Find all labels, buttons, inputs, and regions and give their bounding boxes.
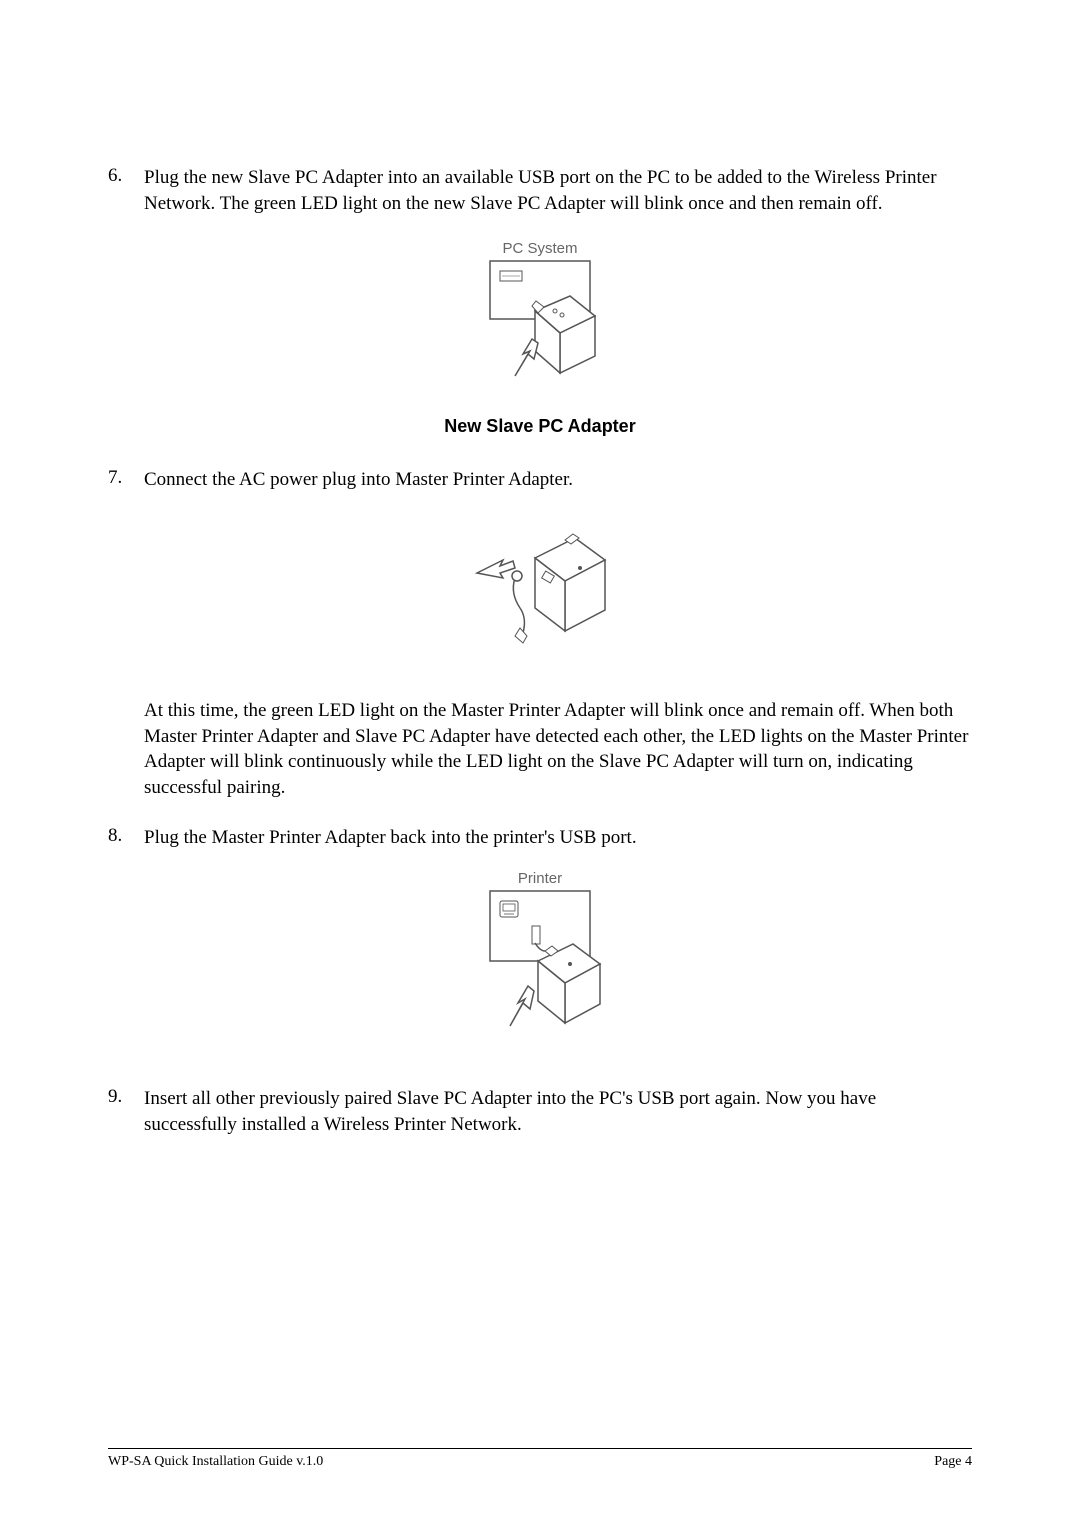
- adapter-power-svg: [455, 518, 625, 663]
- printer-svg: Printer: [460, 871, 620, 1046]
- list-item-8: 8. Plug the Master Printer Adapter back …: [108, 825, 972, 851]
- footer-right: Page 4: [934, 1454, 972, 1470]
- list-text: Connect the AC power plug into Master Pr…: [144, 467, 573, 493]
- arrow-icon: [515, 339, 538, 376]
- list-text: Plug the Master Printer Adapter back int…: [144, 825, 637, 851]
- power-plug-icon: [512, 571, 527, 643]
- list-item-6: 6. Plug the new Slave PC Adapter into an…: [108, 165, 972, 216]
- paragraph-after-7: At this time, the green LED light on the…: [144, 698, 972, 801]
- list-number: 7.: [108, 467, 144, 493]
- arrow-icon: [510, 986, 534, 1026]
- page-content: 6. Plug the new Slave PC Adapter into an…: [0, 0, 1080, 1137]
- list-text: Plug the new Slave PC Adapter into an av…: [144, 165, 972, 216]
- footer-left: WP-SA Quick Installation Guide v.1.0: [108, 1454, 323, 1470]
- pc-label: PC System: [502, 241, 577, 257]
- pc-system-svg: PC System: [460, 241, 620, 401]
- arrow-icon: [477, 560, 515, 578]
- list-item-9: 9. Insert all other previously paired Sl…: [108, 1086, 972, 1137]
- list-item-7: 7. Connect the AC power plug into Master…: [108, 467, 972, 493]
- diagram-caption: New Slave PC Adapter: [108, 416, 972, 437]
- list-number: 6.: [108, 165, 144, 216]
- list-number: 9.: [108, 1086, 144, 1137]
- list-number: 8.: [108, 825, 144, 851]
- diagram-pc-system: PC System: [460, 241, 620, 406]
- adapter-body: [535, 534, 605, 631]
- printer-label: Printer: [518, 871, 562, 887]
- diagram-power-adapter: [455, 518, 625, 668]
- printer-icon: [500, 901, 518, 917]
- page-footer: WP-SA Quick Installation Guide v.1.0 Pag…: [108, 1448, 972, 1470]
- list-text: Insert all other previously paired Slave…: [144, 1086, 972, 1137]
- adapter-body: [532, 296, 595, 373]
- diagram-printer: Printer: [460, 871, 620, 1051]
